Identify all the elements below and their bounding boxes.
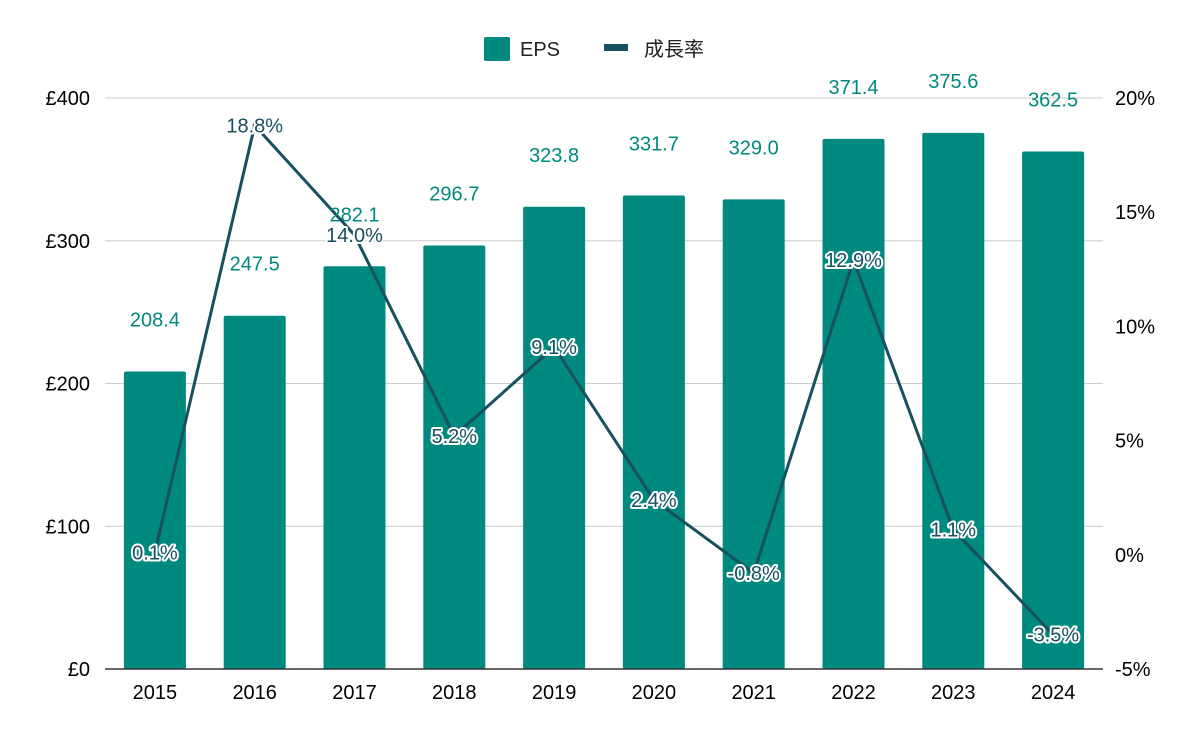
y-left-tick-label: £300 (46, 231, 91, 253)
data-labels: 208.4 247.5 282.1 296.7 323.8 331.7 329.0 371.4… (130, 71, 1082, 649)
eps-value-label: 375.6 (928, 71, 978, 93)
growth-point (751, 571, 756, 576)
x-tick-label: 2017 (332, 682, 377, 704)
eps-bar (423, 245, 486, 669)
eps-value-label: 329.0 (729, 137, 779, 159)
eps-bar (822, 138, 885, 669)
y-right-tick-label: 0% (1115, 545, 1144, 567)
growth-point (352, 233, 357, 238)
growth-point (951, 527, 956, 532)
growth-point (252, 123, 257, 128)
growth-point (1051, 632, 1056, 637)
growth-point (552, 344, 557, 349)
legend-eps-label: EPS (520, 39, 560, 61)
growth-point (452, 434, 457, 439)
x-tick-label: 2019 (532, 682, 577, 704)
y-left-tick-label: £200 (46, 374, 91, 396)
x-tick-label: 2016 (232, 682, 277, 704)
growth-line (152, 123, 1056, 637)
eps-value-label: 371.4 (828, 77, 878, 99)
y-left-tick-label: £400 (46, 88, 91, 110)
eps-bar (523, 206, 586, 669)
legend-growth-swatch (604, 44, 628, 51)
growth-value-label: 12.9% (825, 250, 882, 272)
x-tick-label: 2021 (731, 682, 776, 704)
y-left-tick-label: £0 (68, 659, 90, 681)
growth-point (851, 258, 856, 263)
x-tick-label: 2023 (931, 682, 976, 704)
growth-value-label: 2.4% (631, 490, 677, 512)
eps-value-label: 247.5 (230, 254, 280, 276)
eps-bar (323, 266, 386, 669)
y-right-tick-label: 20% (1115, 88, 1155, 110)
eps-value-label: 331.7 (629, 133, 679, 155)
eps-bar (1022, 151, 1085, 669)
x-tick-label: 2020 (632, 682, 677, 704)
gridlines: £0 £100 £200 £300 £400 -5% 0% 5% 10% 15% 20% (46, 88, 1156, 681)
eps-bar (722, 199, 785, 670)
y-left-tick-label: £100 (46, 516, 91, 538)
growth-line-path (153, 123, 1055, 636)
eps-value-label: 362.5 (1028, 90, 1078, 112)
y-right-tick-label: 10% (1115, 316, 1155, 338)
growth-value-label: 18.8% (226, 115, 283, 137)
growth-point (152, 550, 157, 555)
eps-value-label: 208.4 (130, 310, 180, 332)
eps-value-label: 323.8 (529, 145, 579, 167)
eps-bar (922, 132, 985, 669)
growth-point (651, 497, 656, 502)
legend: EPS 成長率 (484, 37, 704, 61)
legend-growth-label: 成長率 (644, 38, 704, 61)
y-right-tick-label: 5% (1115, 431, 1144, 453)
x-tick-label: 2024 (1031, 682, 1076, 704)
x-tick-label: 2018 (432, 682, 477, 704)
growth-value-label: 9.1% (531, 337, 577, 359)
y-right-tick-label: -5% (1115, 659, 1151, 681)
eps-bar (223, 315, 286, 669)
growth-value-label: -0.8% (728, 563, 780, 585)
eps-bar (622, 195, 685, 670)
x-axis: 2015 2016 2017 2018 2019 2020 2021 2022 2023 2024 (105, 668, 1103, 704)
eps-bar (123, 371, 186, 669)
growth-value-label: 0.1% (132, 543, 178, 565)
legend-eps-swatch (484, 37, 510, 61)
y-right-tick-label: 15% (1115, 202, 1155, 224)
growth-value-label: -3.5% (1027, 625, 1079, 647)
x-tick-label: 2022 (831, 682, 876, 704)
eps-bars (123, 132, 1085, 670)
x-tick-label: 2015 (133, 682, 178, 704)
eps-value-label: 296.7 (429, 183, 479, 205)
growth-value-label: 14.0% (326, 225, 383, 247)
eps-value-label: 282.1 (329, 204, 379, 226)
growth-value-label: 5.2% (432, 426, 478, 448)
growth-value-label: 1.1% (931, 520, 977, 542)
